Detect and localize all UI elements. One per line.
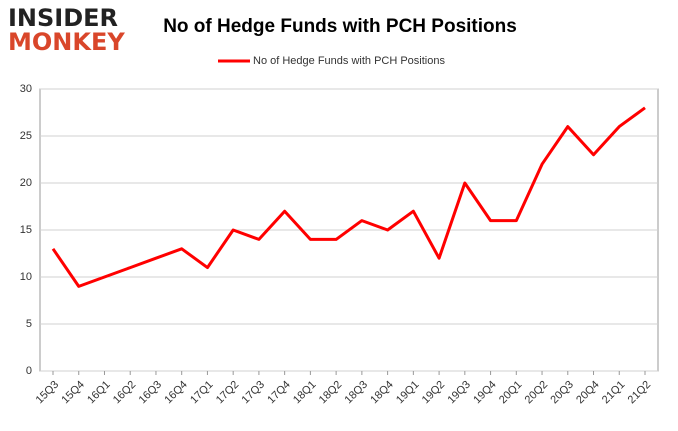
x-tick-label: 20Q4 — [574, 379, 602, 407]
y-tick-label: 25 — [20, 130, 32, 142]
y-tick-label: 20 — [20, 177, 32, 189]
x-tick-label: 21Q2 — [626, 379, 654, 407]
x-tick-label: 19Q2 — [420, 379, 448, 407]
x-tick-label: 19Q4 — [471, 379, 499, 407]
x-tick-label: 20Q1 — [497, 379, 525, 407]
x-tick-label: 18Q1 — [291, 379, 319, 407]
x-tick-label: 21Q1 — [600, 379, 628, 407]
x-tick-label: 17Q4 — [265, 379, 293, 407]
x-tick-label: 17Q3 — [240, 379, 268, 407]
x-tick-label: 20Q2 — [523, 379, 551, 407]
chart-title: No of Hedge Funds with PCH Positions — [163, 16, 517, 37]
logo-line1: INSIDER — [8, 4, 118, 32]
x-tick-label: 15Q4 — [59, 379, 87, 407]
y-tick-label: 30 — [20, 83, 32, 95]
x-tick-label: 17Q1 — [188, 379, 216, 407]
x-tick-label: 16Q3 — [137, 379, 165, 407]
x-tick-label: 19Q1 — [394, 379, 422, 407]
y-tick-label: 15 — [20, 224, 32, 236]
y-tick-label: 5 — [26, 318, 32, 330]
x-tick-label: 16Q4 — [162, 379, 190, 407]
x-tick-label: 18Q2 — [317, 379, 345, 407]
y-tick-label: 0 — [26, 365, 32, 377]
x-tick-label: 16Q2 — [111, 379, 139, 407]
x-tick-label: 19Q3 — [445, 379, 473, 407]
x-tick-label: 15Q3 — [34, 379, 62, 407]
x-tick-label: 18Q4 — [368, 379, 396, 407]
logo-line2: MONKEY — [8, 28, 125, 56]
data-line — [51, 106, 646, 288]
y-tick-label: 10 — [20, 271, 32, 283]
x-tick-label: 18Q3 — [343, 379, 371, 407]
x-tick-label: 16Q1 — [85, 379, 113, 407]
x-tick-label: 20Q3 — [548, 379, 576, 407]
legend-label: No of Hedge Funds with PCH Positions — [253, 55, 445, 67]
x-tick-label: 17Q2 — [214, 379, 242, 407]
